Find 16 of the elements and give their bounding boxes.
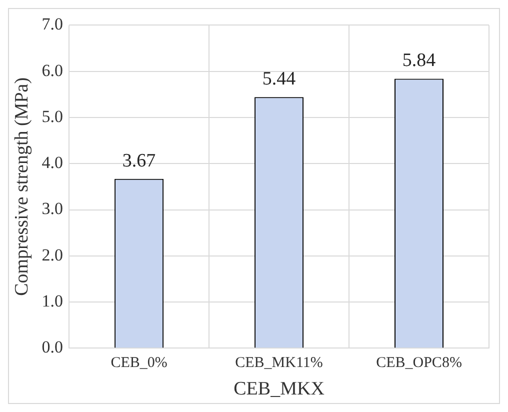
data-label: 5.84 <box>402 50 436 72</box>
data-label: 3.67 <box>122 150 156 172</box>
y-tick-label: 6.0 <box>42 60 64 80</box>
y-axis-title: Compressive strength (MPa) <box>11 77 32 296</box>
x-tick-label: CEB_MK11% <box>235 355 323 372</box>
y-tick-label: 4.0 <box>42 153 64 172</box>
x-tick-label: CEB_OPC8% <box>376 355 462 372</box>
y-tick-label: 3.0 <box>42 199 64 218</box>
x-tick-label: CEB_0% <box>110 355 168 372</box>
y-tick-label: 5.0 <box>42 106 64 126</box>
y-tick-label: 1.0 <box>42 292 64 311</box>
y-tick-label: 7.0 <box>42 14 64 34</box>
y-tick-label: 2.0 <box>42 245 64 264</box>
data-label: 5.44 <box>262 68 296 90</box>
y-tick-label: 0.0 <box>42 338 64 357</box>
x-axis-title: CEB_MKX <box>234 378 325 400</box>
